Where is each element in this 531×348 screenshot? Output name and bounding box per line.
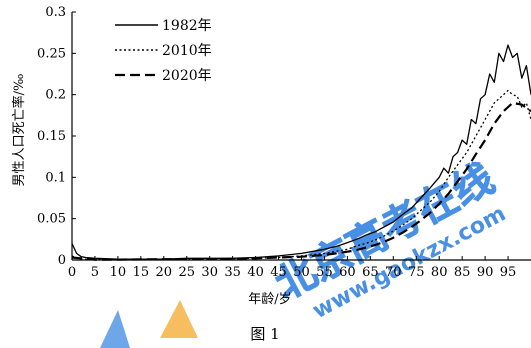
legend-label-2020: 2020年: [162, 68, 212, 84]
x-tick-label: 90: [477, 265, 494, 280]
x-tick-label: 65: [362, 265, 379, 280]
x-tick-label: 45: [270, 265, 287, 280]
x-tick-label: 75: [408, 265, 425, 280]
x-tick-label: 20: [156, 265, 173, 280]
x-tick-label: 30: [201, 265, 218, 280]
y-tick-label: 0: [58, 253, 66, 268]
x-tick-label: 40: [247, 265, 264, 280]
x-tick-label: 60: [339, 265, 356, 280]
watermark-blue-shape: [100, 310, 130, 348]
x-tick-label: 5: [91, 265, 99, 280]
x-tick-label: 80: [431, 265, 448, 280]
x-tick-label: 95: [500, 265, 517, 280]
y-axis-title: 男性人口死亡率/‰: [11, 74, 27, 187]
x-tick-label: 50: [293, 265, 310, 280]
y-tick-label: 0.05: [37, 212, 66, 227]
y-tick-label: 0.25: [37, 46, 66, 61]
x-axis-title: 年龄/岁: [248, 292, 291, 307]
legend: 1982年 2010年 2020年: [115, 18, 212, 84]
figure-caption: 图 1: [250, 325, 279, 343]
legend-label-2010: 2010年: [162, 43, 212, 59]
y-tick-label: 0.2: [45, 88, 66, 103]
x-tick-label: 55: [316, 265, 333, 280]
legend-label-1982: 1982年: [162, 18, 212, 34]
y-tick-label: 0.3: [45, 5, 66, 20]
x-tick-label: 85: [454, 265, 471, 280]
x-tick-label: 10: [110, 265, 127, 280]
x-tick-label: 70: [385, 265, 402, 280]
x-tick-label: 0: [68, 265, 76, 280]
y-tick-label: 0.1: [45, 170, 66, 185]
x-tick-label: 35: [224, 265, 241, 280]
x-tick-label: 25: [178, 265, 195, 280]
plot-area: 00.050.10.150.20.250.30 5 10 15 20 25 30 35 40 45…: [37, 5, 531, 280]
watermark-orange-shape: [160, 300, 198, 338]
y-tick-label: 0.15: [37, 129, 66, 144]
x-tick-label: 15: [133, 265, 150, 280]
